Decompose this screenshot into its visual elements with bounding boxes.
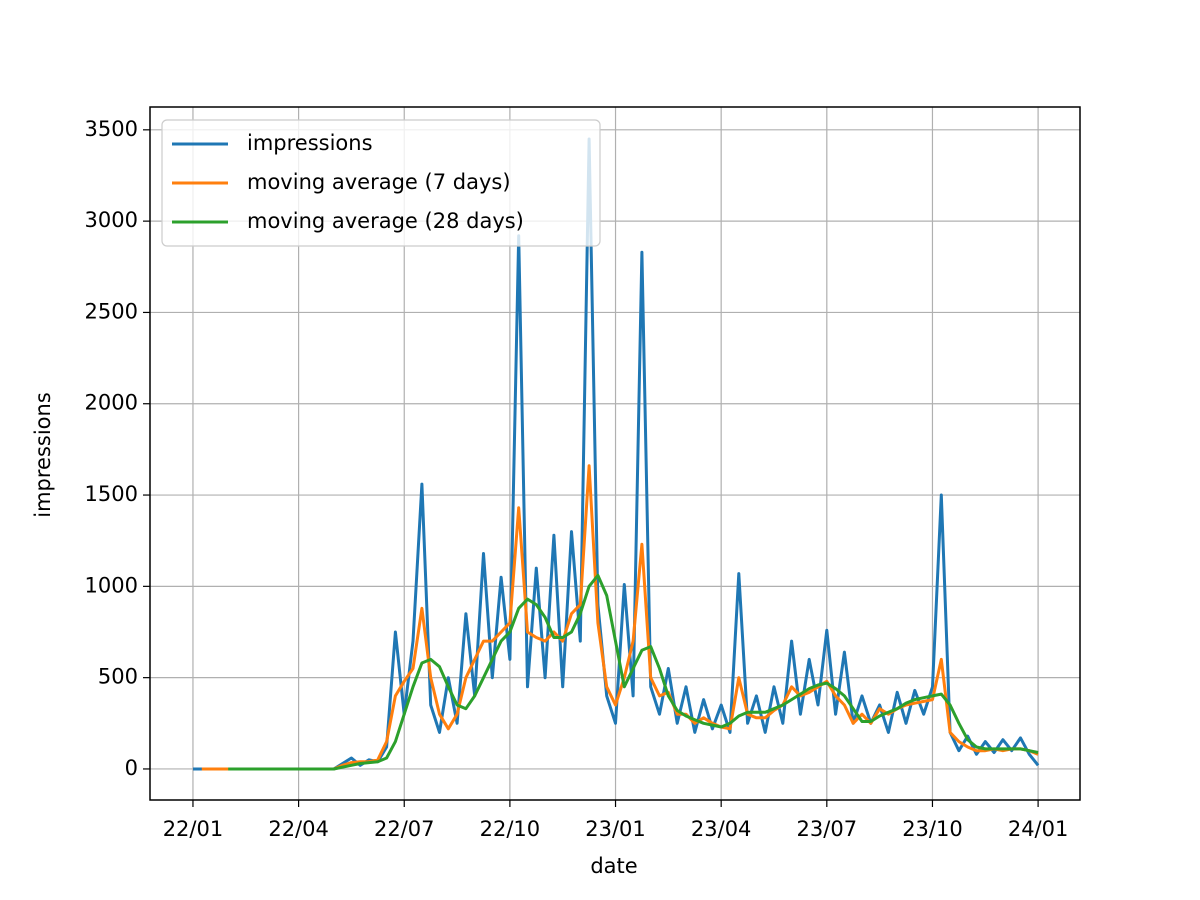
x-tick-label: 22/04 <box>268 817 329 841</box>
y-tick-label: 3500 <box>85 117 138 141</box>
x-tick-label: 23/07 <box>797 817 858 841</box>
x-tick-label: 22/10 <box>480 817 541 841</box>
x-tick-label: 22/07 <box>374 817 435 841</box>
legend-label: moving average (28 days) <box>247 209 524 233</box>
legend-label: impressions <box>247 131 373 155</box>
legend: impressions moving average (7 days) moving… <box>161 119 601 247</box>
y-axis-label: impressions <box>31 392 55 518</box>
x-tick-label: 22/01 <box>163 817 224 841</box>
y-tick-label: 2500 <box>85 299 138 323</box>
y-tick-label: 1500 <box>85 482 138 506</box>
x-tick-label: 24/01 <box>1008 817 1069 841</box>
y-tick-label: 0 <box>125 756 138 780</box>
y-tick-label: 3000 <box>85 208 138 232</box>
y-tick-label: 500 <box>98 665 138 689</box>
x-tick-label: 23/04 <box>691 817 752 841</box>
legend-label: moving average (7 days) <box>247 170 511 194</box>
y-tick-label: 2000 <box>85 391 138 415</box>
x-axis-label: date <box>590 854 637 878</box>
x-tick-label: 23/10 <box>902 817 963 841</box>
plot-frame <box>149 106 1081 801</box>
x-tick-label: 23/01 <box>585 817 646 841</box>
legend-box <box>161 119 601 247</box>
y-tick-label: 1000 <box>85 573 138 597</box>
series-line <box>228 573 1039 771</box>
series-line <box>201 464 1039 771</box>
